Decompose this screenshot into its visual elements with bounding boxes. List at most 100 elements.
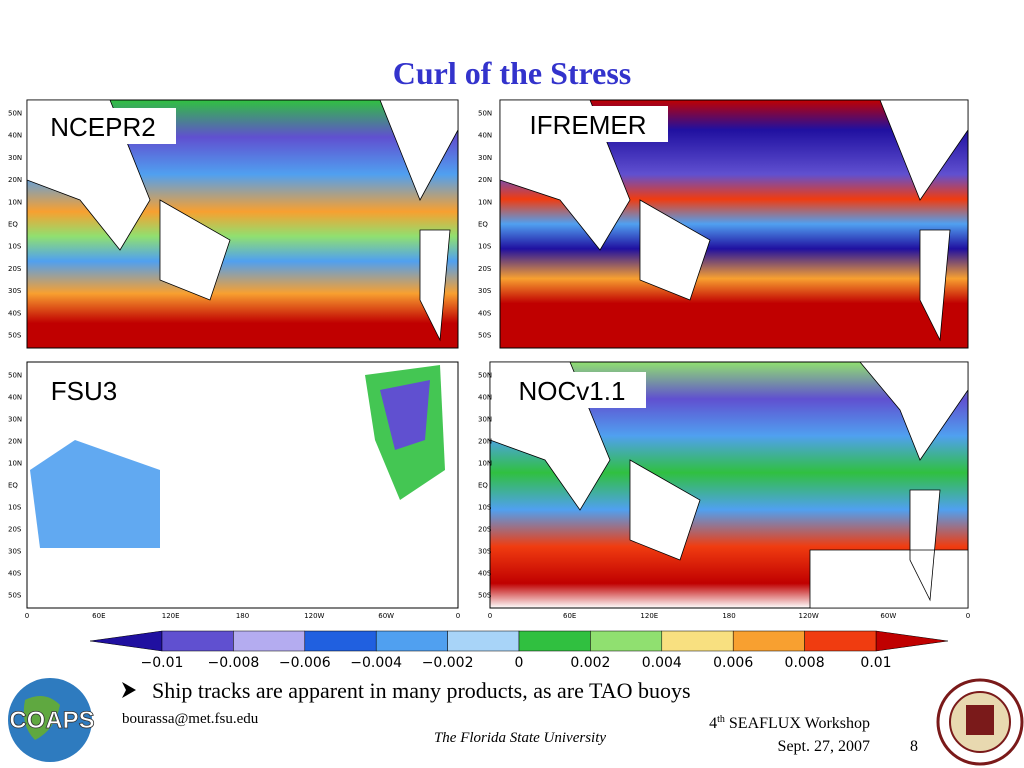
- panel-label: NCEPR2: [50, 112, 155, 142]
- lat-label: 50N: [8, 110, 22, 118]
- colorbar: −0.01 −0.008 −0.006 −0.004 −0.002 0 0.002 0.004…: [89, 630, 949, 671]
- colorbar-segment: [661, 630, 734, 652]
- colorbar-label: −0.01: [141, 655, 184, 671]
- lat-label: 30N: [478, 416, 492, 424]
- lat-label: 20S: [8, 265, 22, 273]
- colorbar-label: 0.008: [785, 655, 825, 671]
- lon-label: 60W: [880, 612, 896, 620]
- lat-label: 50S: [478, 332, 492, 340]
- lat-label: 20N: [478, 438, 492, 446]
- lat-label: EQ: [8, 482, 18, 490]
- colorbar-label: 0: [515, 655, 524, 671]
- workshop-name: SEAFLUX Workshop: [729, 715, 870, 732]
- lat-label: 10S: [478, 243, 492, 251]
- fsu-seal: [936, 678, 1024, 766]
- university: The Florida State University: [434, 730, 606, 746]
- colorbar-low: [89, 630, 163, 652]
- lat-label: 50S: [8, 592, 22, 600]
- map-panel: [26, 99, 459, 349]
- colorbar-label: 0.006: [713, 655, 753, 671]
- colorbar-segment: [804, 630, 877, 652]
- label-box: [498, 372, 646, 408]
- lat-label: 20S: [8, 526, 22, 534]
- lat-label: 40S: [478, 570, 492, 578]
- panel-label: IFREMER: [530, 110, 647, 140]
- lat-label: 10N: [478, 460, 492, 468]
- lon-label: 180: [722, 612, 735, 620]
- lat-label: 40N: [478, 132, 492, 140]
- lat-label: 10S: [8, 504, 22, 512]
- colorbar-label: 0.004: [642, 655, 682, 671]
- lon-label: 120W: [304, 612, 324, 620]
- lon-label: 180: [236, 612, 249, 620]
- lat-label: 40N: [478, 394, 492, 402]
- colorbar-label: 0.01: [860, 655, 891, 671]
- lat-label: 40N: [8, 394, 22, 402]
- lon-label: 0: [488, 612, 492, 620]
- email: bourassa@met.fsu.edu: [122, 711, 259, 727]
- colorbar-label: −0.006: [279, 655, 331, 671]
- lat-label: 10N: [8, 460, 22, 468]
- label-box: [30, 108, 176, 144]
- date: Sept. 27, 2007: [778, 738, 870, 755]
- panel-label: NOCv1.1: [519, 376, 626, 406]
- lat-label: 30S: [8, 287, 22, 295]
- label-box: [508, 106, 668, 142]
- lat-label: 10S: [478, 504, 492, 512]
- lat-label: 20S: [478, 265, 492, 273]
- lat-label: 20N: [8, 438, 22, 446]
- colorbar-segment: [161, 630, 234, 652]
- lat-label: 20N: [478, 176, 492, 184]
- lat-label: 30N: [478, 154, 492, 162]
- coaps-logo: COAPS: [8, 678, 95, 762]
- map-panel: [489, 361, 969, 609]
- workshop: 4th SEAFLUX Workshop: [709, 714, 870, 732]
- lon-label: 120W: [799, 612, 819, 620]
- lat-label: 20N: [8, 176, 22, 184]
- colorbar-segment: [447, 630, 520, 652]
- colorbar-segment: [590, 630, 663, 652]
- workshop-suffix: th: [717, 714, 725, 725]
- colorbar-segment: [732, 630, 805, 652]
- colorbar-segment: [375, 630, 448, 652]
- lat-label: EQ: [8, 221, 18, 229]
- colorbar-label: −0.004: [350, 655, 402, 671]
- bullet-arrow: [122, 682, 136, 698]
- map-panel: [499, 99, 969, 349]
- colorbar-high: [875, 630, 949, 652]
- lat-label: 50N: [478, 372, 492, 380]
- lat-label: 30S: [8, 548, 22, 556]
- lat-label: 10S: [8, 243, 22, 251]
- map-panel: [26, 361, 459, 609]
- lat-label: 10N: [478, 198, 492, 206]
- lon-label: 0: [25, 612, 29, 620]
- lat-label: 30S: [478, 287, 492, 295]
- lat-label: 30N: [8, 154, 22, 162]
- lon-label: 60E: [92, 612, 105, 620]
- lat-label: 50S: [478, 592, 492, 600]
- lon-label: 120E: [162, 612, 180, 620]
- panel-label: FSU3: [51, 376, 117, 406]
- title: Curl of the Stress: [393, 55, 632, 91]
- lon-label: 60E: [563, 612, 576, 620]
- colorbar-segment: [518, 630, 591, 652]
- lat-label: 40S: [8, 570, 22, 578]
- lon-label: 0: [456, 612, 460, 620]
- label-box: [36, 372, 132, 408]
- lat-label: 30S: [478, 548, 492, 556]
- lon-label: 0: [966, 612, 970, 620]
- lat-label: 40N: [8, 132, 22, 140]
- lat-label: 40S: [8, 309, 22, 317]
- page-number: 8: [910, 738, 918, 755]
- lat-label: 50S: [8, 332, 22, 340]
- colorbar-label: −0.008: [207, 655, 259, 671]
- lat-label: 40S: [478, 309, 492, 317]
- colorbar-label: −0.002: [422, 655, 474, 671]
- lat-label: 50N: [8, 372, 22, 380]
- lat-label: EQ: [478, 221, 488, 229]
- logo-text: COAPS: [9, 707, 94, 734]
- colorbar-segment: [233, 630, 306, 652]
- workshop-number: 4: [709, 715, 717, 732]
- lat-label: 30N: [8, 416, 22, 424]
